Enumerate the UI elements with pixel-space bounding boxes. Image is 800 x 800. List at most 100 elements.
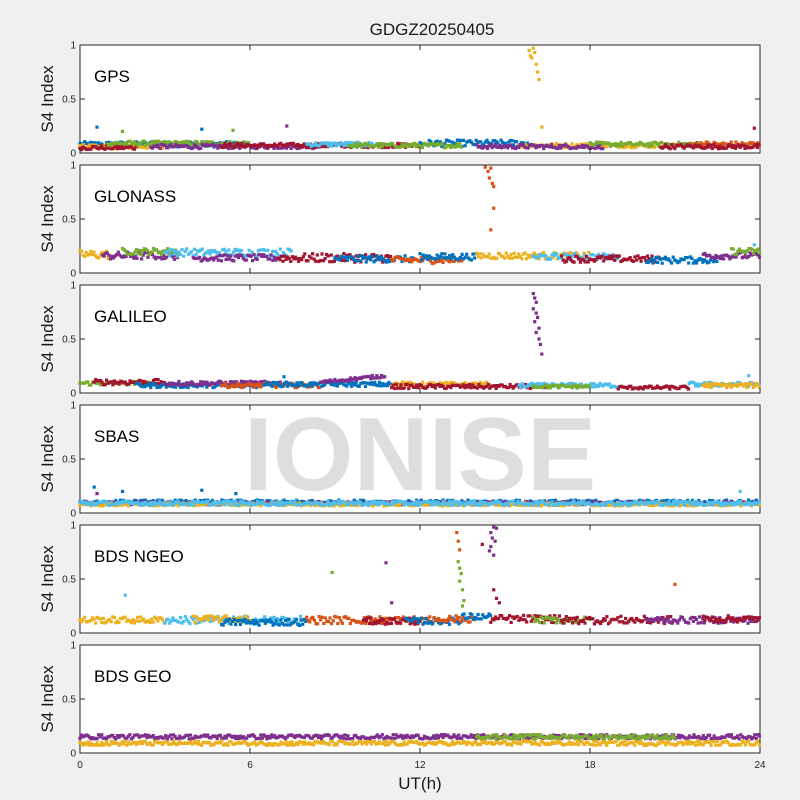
data-point xyxy=(133,250,137,254)
data-point xyxy=(318,259,322,263)
y-tick-label: 0 xyxy=(70,389,76,400)
data-point xyxy=(265,255,269,259)
data-point xyxy=(330,144,334,148)
data-point xyxy=(686,504,690,508)
data-point xyxy=(723,382,727,387)
data-point xyxy=(268,503,272,507)
data-point xyxy=(140,501,144,505)
data-point xyxy=(453,145,457,149)
data-point xyxy=(631,502,635,506)
data-point xyxy=(537,257,541,261)
data-point xyxy=(140,618,144,622)
data-point xyxy=(200,127,204,131)
data-point xyxy=(626,145,630,149)
data-point xyxy=(80,620,84,624)
data-point xyxy=(694,261,699,265)
data-point xyxy=(281,251,285,255)
data-point xyxy=(504,251,508,255)
data-point xyxy=(587,250,591,255)
data-point xyxy=(520,382,524,386)
data-point xyxy=(243,618,247,622)
data-point xyxy=(207,503,211,507)
data-point xyxy=(237,503,241,507)
y-axis-label: S4 Index xyxy=(38,305,57,373)
data-point xyxy=(140,257,144,261)
data-point xyxy=(655,142,659,146)
data-point xyxy=(392,617,397,621)
data-point xyxy=(322,621,326,625)
data-point xyxy=(117,620,121,625)
data-point xyxy=(227,617,232,621)
data-point xyxy=(202,143,206,147)
data-point xyxy=(644,258,648,262)
data-point xyxy=(734,252,738,256)
data-point xyxy=(427,144,431,148)
data-point xyxy=(212,618,216,622)
data-point xyxy=(235,382,239,386)
data-point xyxy=(380,255,384,259)
data-point xyxy=(168,621,172,625)
data-point xyxy=(348,376,352,380)
data-point xyxy=(614,144,619,148)
data-point xyxy=(117,145,121,149)
data-point xyxy=(421,380,425,384)
data-point xyxy=(731,382,735,386)
series-blue xyxy=(220,617,308,627)
y-tick-label: 0.5 xyxy=(62,335,76,346)
data-point xyxy=(244,258,248,262)
data-point xyxy=(120,144,124,148)
data-point xyxy=(147,619,151,623)
data-point xyxy=(242,614,247,619)
data-point xyxy=(531,292,535,296)
data-point xyxy=(537,337,541,341)
data-point xyxy=(494,502,498,506)
data-point xyxy=(98,146,102,150)
data-point xyxy=(492,144,496,148)
data-point xyxy=(134,619,138,623)
data-point xyxy=(358,142,362,146)
data-point xyxy=(309,256,313,260)
data-point xyxy=(205,380,209,384)
data-point xyxy=(485,380,489,384)
data-point xyxy=(466,498,470,502)
data-point xyxy=(208,620,212,624)
data-point xyxy=(338,258,342,262)
data-point xyxy=(315,500,319,505)
data-point xyxy=(712,256,716,260)
data-point xyxy=(161,146,165,150)
data-point xyxy=(609,500,613,504)
data-point xyxy=(179,502,183,507)
data-point xyxy=(641,255,645,260)
data-point xyxy=(523,142,527,147)
data-point xyxy=(286,619,290,624)
data-point xyxy=(98,253,102,257)
data-point xyxy=(140,382,145,387)
data-point xyxy=(626,386,630,390)
data-point xyxy=(141,249,145,253)
data-point xyxy=(312,143,317,147)
data-point xyxy=(421,253,425,257)
data-point xyxy=(611,254,615,258)
data-point xyxy=(534,330,538,335)
data-point xyxy=(187,140,191,144)
data-point xyxy=(273,383,277,387)
data-point xyxy=(378,142,382,146)
data-point xyxy=(175,144,179,148)
data-point xyxy=(734,503,738,507)
data-point xyxy=(408,144,412,148)
data-point xyxy=(514,502,518,506)
data-point xyxy=(139,384,143,388)
data-point xyxy=(737,501,741,505)
data-point xyxy=(227,383,231,387)
data-point xyxy=(569,385,573,389)
data-point xyxy=(628,503,632,507)
data-point xyxy=(301,255,305,259)
data-point xyxy=(676,502,680,506)
data-point xyxy=(224,145,228,149)
data-point xyxy=(699,257,703,261)
data-point xyxy=(397,386,402,390)
data-point xyxy=(596,146,600,150)
data-point xyxy=(120,489,125,493)
